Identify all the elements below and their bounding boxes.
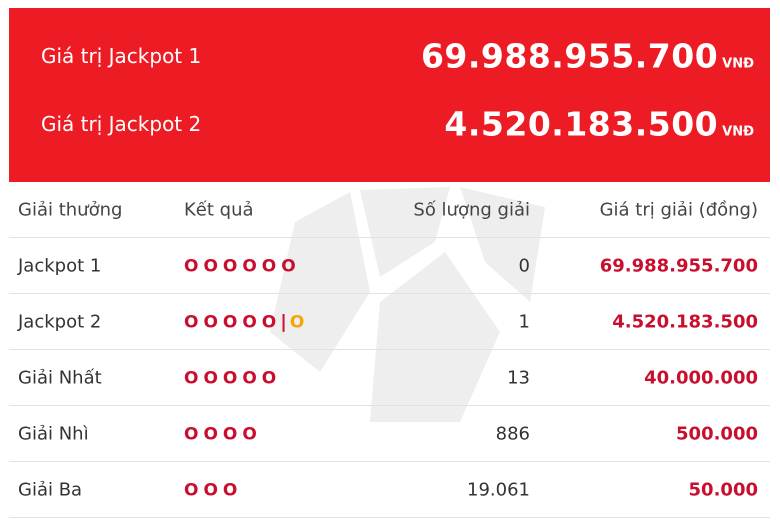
special-ball-icon: O	[289, 312, 305, 332]
prize-value: 40.000.000	[644, 367, 758, 388]
prize-name: Giải Nhất	[18, 367, 102, 388]
prize-count: 0	[518, 255, 530, 276]
prize-count: 13	[507, 367, 530, 388]
ball-icons: OOO	[184, 480, 243, 500]
table-row: Giải Nhì OOOO 886 500.000	[9, 406, 770, 462]
table-row: Giải Nhất OOOOO 13 40.000.000	[9, 350, 770, 406]
table-row: Jackpot 1 OOOOOO 0 69.988.955.700	[9, 238, 770, 294]
result-balls: OOOO	[184, 423, 262, 444]
results-table: Giải thưởng Kết quả Số lượng giải Giá tr…	[9, 182, 770, 518]
prize-name: Giải Nhì	[18, 423, 89, 444]
jackpot-2-value: 4.520.183.500 VNĐ	[444, 105, 754, 144]
header-prize: Giải thưởng	[18, 199, 123, 220]
result-balls: OOOOOO	[184, 255, 301, 276]
table-row: Jackpot 2 OOOOO| O 1 4.520.183.500	[9, 294, 770, 350]
prize-value: 500.000	[676, 423, 758, 444]
ball-icons: OOOO	[184, 424, 262, 444]
result-balls: OOOOO| O	[184, 311, 304, 332]
prize-value: 4.520.183.500	[612, 311, 758, 332]
prize-name: Jackpot 2	[18, 311, 102, 332]
ball-icons: OOOOO	[184, 368, 282, 388]
jackpot-1-row: Giá trị Jackpot 1 69.988.955.700 VNĐ	[9, 26, 770, 86]
prize-name: Giải Ba	[18, 479, 83, 500]
table-row: Giải Ba OOO 19.061 50.000	[9, 462, 770, 518]
jackpot-2-row: Giá trị Jackpot 2 4.520.183.500 VNĐ	[9, 94, 770, 154]
table-header: Giải thưởng Kết quả Số lượng giải Giá tr…	[9, 182, 770, 238]
jackpot-1-unit: VNĐ	[722, 56, 754, 72]
jackpot-2-amount: 4.520.183.500	[444, 104, 719, 144]
prize-name: Jackpot 1	[18, 255, 102, 276]
jackpot-1-value: 69.988.955.700 VNĐ	[421, 37, 754, 76]
prize-value: 50.000	[688, 479, 758, 500]
header-result: Kết quả	[184, 199, 254, 220]
header-count: Số lượng giải	[413, 199, 530, 220]
jackpot-1-amount: 69.988.955.700	[420, 36, 719, 76]
jackpot-2-label: Giá trị Jackpot 2	[41, 112, 202, 136]
header-value: Giá trị giải (đồng)	[599, 199, 758, 220]
result-balls: OOOOO	[184, 367, 281, 388]
prize-value: 69.988.955.700	[599, 255, 758, 276]
prize-count: 1	[518, 311, 530, 332]
separator: |	[280, 311, 287, 332]
result-balls: OOO	[184, 479, 242, 500]
prize-count: 886	[495, 423, 530, 444]
jackpot-2-unit: VNĐ	[722, 124, 754, 140]
jackpot-1-label: Giá trị Jackpot 1	[41, 44, 202, 68]
ball-icons: OOOOO	[184, 312, 282, 332]
prize-count: 19.061	[467, 479, 530, 500]
jackpot-banner: Giá trị Jackpot 1 69.988.955.700 VNĐ Giá …	[9, 8, 770, 182]
ball-icons: OOOOOO	[184, 256, 301, 276]
